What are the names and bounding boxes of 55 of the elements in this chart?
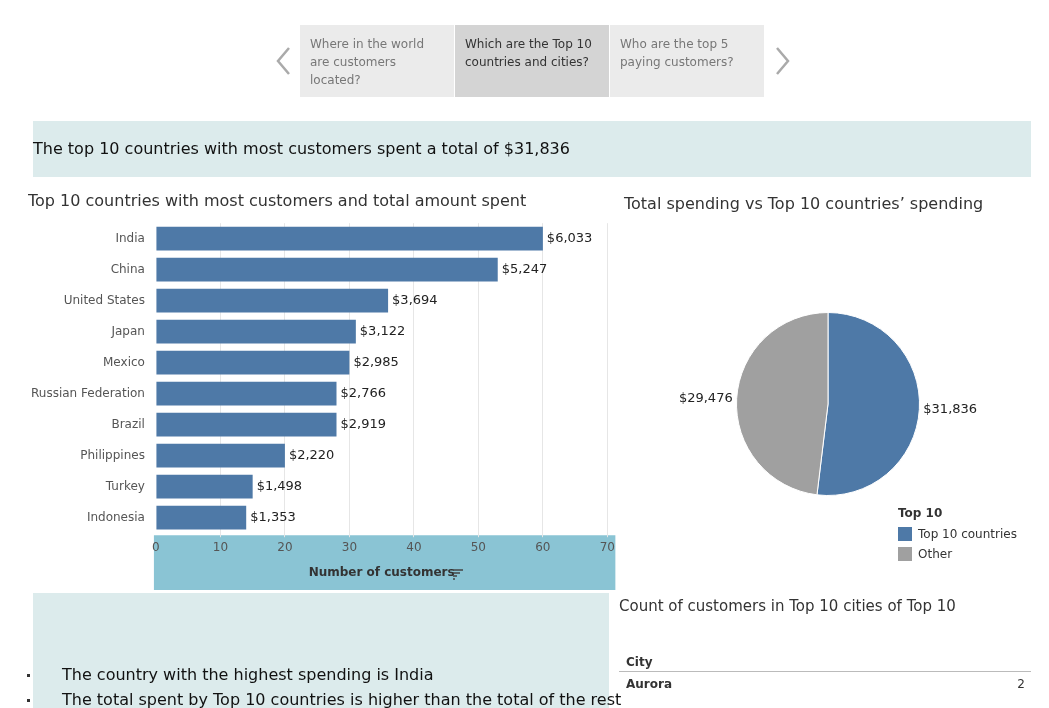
x-axis-title: Number of customers [308, 564, 455, 579]
annotation: $2,220 [288, 447, 335, 463]
chart-title: Total spending vs Top 10 countries’ spending [624, 194, 984, 213]
text: Aurora [626, 677, 673, 691]
text: Which are the Top 10 countries and cities? [455, 25, 609, 97]
bar [156, 350, 350, 375]
x-tick-label: 30 [341, 539, 358, 554]
legend-label: Top 10 countries [918, 527, 1017, 541]
y-tick-label: China [110, 261, 145, 276]
y-tick-label: Indonesia [86, 509, 145, 524]
x-tick-label: 40 [406, 539, 422, 554]
x-tick-label: 50 [470, 539, 487, 554]
bar [156, 474, 253, 499]
legend-label: Other [918, 547, 953, 561]
x-tick-label: 60 [535, 539, 551, 554]
data-label: $31,836 [923, 401, 978, 417]
annotation: $3,694 [392, 292, 438, 308]
x-tick-label: 70 [599, 539, 616, 554]
bar [156, 319, 356, 344]
text: Count of customers in Top 10 cities of Top 10 [619, 597, 956, 615]
x-tick-label: 10 [212, 539, 229, 554]
annotation: $1,353 [250, 509, 296, 525]
y-tick-label: Russian Federation [31, 385, 145, 400]
legend-title: Top 10 [898, 506, 944, 520]
text: 2 [1017, 677, 1025, 691]
y-tick-label: Japan [110, 323, 145, 338]
bar [156, 443, 285, 468]
annotation: $2,919 [340, 416, 386, 432]
annotation: $2,985 [353, 354, 399, 370]
annotation: $1,498 [256, 478, 303, 494]
text: The top 10 countries with most customers spent a total of $31,836 [33, 139, 570, 158]
annotation: $3,122 [359, 323, 406, 339]
y-tick-label: Turkey [104, 478, 145, 493]
x-tick-label: 20 [277, 539, 293, 554]
y-tick-label: Brazil [111, 416, 145, 431]
y-tick-label: Philippines [80, 447, 145, 462]
annotation: $5,247 [501, 261, 548, 277]
bar [156, 505, 247, 530]
bar [156, 381, 337, 406]
annotation: $2,766 [340, 385, 386, 401]
text: City [626, 655, 653, 669]
text: The country with the highest spending is India [62, 665, 434, 684]
text: Where in the world are customers located? [300, 25, 454, 97]
text: The total spent by Top 10 countries is higher than the total of the rest [62, 690, 622, 708]
y-tick-label: India [115, 230, 145, 245]
text: Who are the top 5 paying customers? [610, 25, 764, 97]
bar [156, 412, 337, 437]
y-tick-label: United States [63, 292, 145, 307]
annotation: $6,033 [546, 230, 593, 246]
y-tick-label: Mexico [103, 354, 145, 369]
bar [156, 257, 498, 282]
data-label: $29,476 [678, 389, 733, 405]
bar [156, 288, 389, 313]
bar [156, 226, 543, 251]
chart-title: Top 10 countries with most customers and total amount spent [27, 190, 527, 210]
